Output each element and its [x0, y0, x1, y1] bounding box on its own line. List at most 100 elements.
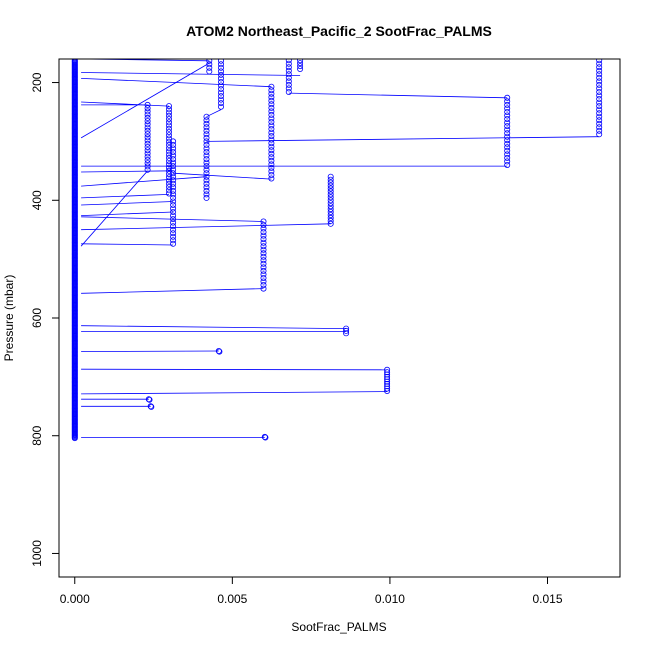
data-point-553: [260, 229, 267, 236]
data-point-671: [596, 92, 603, 99]
data-point-559: [260, 250, 267, 257]
data-point-533: [206, 61, 213, 68]
data-point-494: [170, 194, 177, 201]
data-point-591: [268, 157, 275, 164]
data-point-617: [327, 191, 334, 198]
data-point-582: [268, 126, 275, 133]
data-point-465: [165, 151, 172, 158]
x-axis: 0.000 0.005 0.010 0.015: [60, 576, 563, 606]
data-point-499: [170, 212, 177, 219]
data-point-450: [165, 103, 172, 110]
connecting-line-12: [81, 176, 207, 187]
connecting-line-5: [81, 101, 170, 107]
connecting-lines: [80, 59, 600, 438]
data-point-496: [170, 201, 177, 208]
data-point-538: [217, 64, 224, 71]
data-point-442: [144, 143, 151, 150]
data-point-488: [170, 173, 177, 180]
data-point-628: [343, 325, 350, 332]
data-point-519: [203, 152, 210, 159]
x-tick-label-2: 0.010: [375, 592, 405, 606]
data-point-580: [268, 119, 275, 126]
data-point-604: [285, 81, 292, 88]
data-point-664: [596, 67, 603, 74]
data-point-585: [268, 136, 275, 143]
data-point-644: [504, 105, 511, 112]
data-point-638: [384, 383, 391, 390]
data-point-508: [203, 113, 210, 120]
data-point-540: [217, 71, 224, 78]
data-point-578: [268, 111, 275, 118]
data-point-556: [260, 239, 267, 246]
data-point-473: [165, 177, 172, 184]
data-point-484: [170, 159, 177, 166]
data-point-481: [170, 148, 177, 155]
data-point-475: [165, 183, 172, 190]
data-point-662: [596, 60, 603, 67]
data-point-612: [327, 176, 334, 183]
data-point-474: [165, 180, 172, 187]
data-point-595: [268, 171, 275, 178]
data-point-554: [260, 232, 267, 239]
data-point-598: [285, 60, 292, 67]
data-point-558: [260, 246, 267, 253]
data-point-573: [268, 94, 275, 101]
data-point-471: [165, 171, 172, 178]
data-point-646: [504, 112, 511, 119]
y-axis: 200 400 600 800 1000: [30, 72, 60, 567]
data-point-526: [203, 177, 210, 184]
data-point-649: [504, 123, 511, 130]
data-point-630: [343, 330, 350, 337]
data-point-648: [504, 119, 511, 126]
data-point-535: [206, 68, 213, 75]
data-point-462: [165, 141, 172, 148]
data-point-487: [170, 170, 177, 177]
data-point-486: [170, 166, 177, 173]
data-point-546: [217, 93, 224, 100]
data-point-548: [217, 100, 224, 107]
data-point-460: [165, 135, 172, 142]
data-point-446: [144, 156, 151, 163]
data-point-430: [144, 105, 151, 112]
connecting-line-19: [81, 243, 174, 246]
data-point-528: [203, 184, 210, 191]
data-point-447: [144, 160, 151, 167]
connecting-line-18: [81, 223, 331, 231]
data-point-431: [144, 108, 151, 115]
data-point-653: [504, 137, 511, 144]
data-point-666: [596, 74, 603, 81]
data-point-663: [596, 64, 603, 71]
data-point-600: [285, 67, 292, 74]
connecting-line-17: [81, 216, 264, 222]
data-point-673: [596, 99, 603, 106]
data-point-551: [260, 221, 267, 228]
data-point-523: [203, 166, 210, 173]
data-point-599: [285, 64, 292, 71]
data-point-506: [170, 237, 177, 244]
data-point-634: [384, 373, 391, 380]
data-point-625: [327, 214, 334, 221]
data-point-568: [260, 281, 267, 288]
data-point-516: [203, 141, 210, 148]
data-point-677: [596, 113, 603, 120]
data-point-610: [297, 66, 304, 73]
data-point-490: [170, 180, 177, 187]
data-point-457: [165, 125, 172, 132]
data-point-454: [165, 116, 172, 123]
data-point-443: [144, 147, 151, 154]
data-point-429: [144, 101, 151, 108]
data-point-668: [596, 81, 603, 88]
data-point-437: [144, 127, 151, 134]
data-point-432: [144, 111, 151, 118]
data-point-483: [170, 156, 177, 163]
data-point-557: [260, 243, 267, 250]
data-point-669: [596, 85, 603, 92]
data-point-448: [144, 163, 151, 170]
data-point-675: [596, 106, 603, 113]
data-point-510: [203, 120, 210, 127]
data-point-637: [384, 380, 391, 387]
data-point-478: [170, 138, 177, 145]
data-point-614: [327, 182, 334, 189]
data-point-522: [203, 163, 210, 170]
